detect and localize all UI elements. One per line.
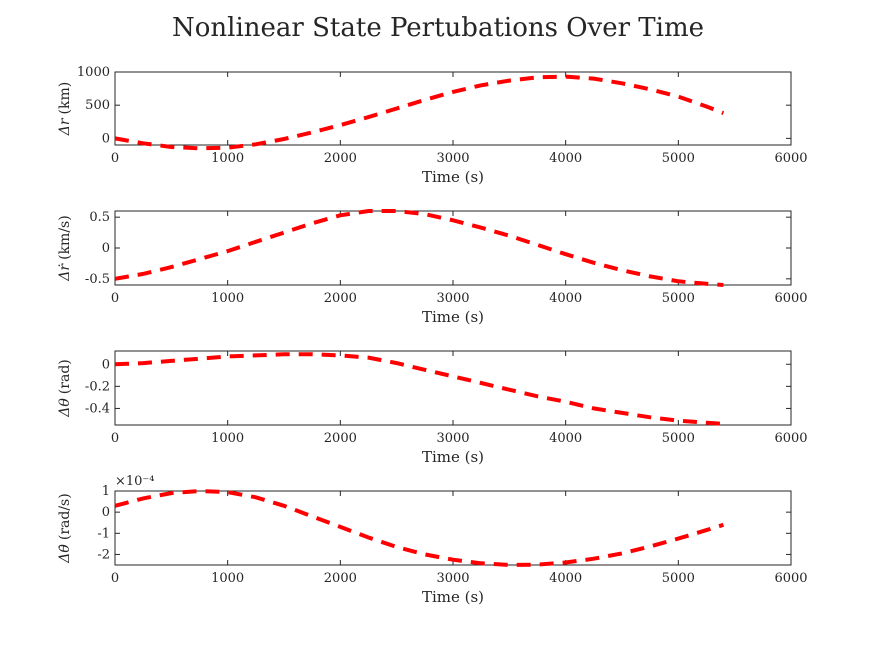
series-line — [114, 209, 724, 287]
x-tick-label: 2000 — [324, 291, 357, 306]
axes-frame — [114, 490, 792, 566]
y-tick-label: -0.4 — [85, 401, 110, 416]
y-tick-label: 0 — [102, 131, 110, 146]
y-tick-label: 0.5 — [89, 210, 110, 225]
y-tick-label: -1 — [97, 526, 110, 541]
y-axis-unit: (km/s) — [57, 215, 73, 260]
subplot-3: 0 1000 2000 3000 4000 5000 6000 -0.4 -0.2 0 Time (… — [57, 350, 808, 466]
series-line — [114, 74, 725, 151]
x-axis-label: Time (s) — [422, 308, 484, 326]
y-tick-label: 1000 — [77, 65, 110, 80]
x-tick-label: 4000 — [549, 571, 582, 586]
x-tick-label: 1000 — [211, 431, 244, 446]
y-axis-symbol: Δṙ — [57, 263, 73, 282]
x-tick-label: 6000 — [774, 151, 807, 166]
x-tick-label: 5000 — [662, 431, 695, 446]
x-axis-label: Time (s) — [422, 588, 484, 606]
x-tick-label: 1000 — [211, 571, 244, 586]
x-tick-label: 2000 — [324, 151, 357, 166]
x-tick-label: 4000 — [549, 151, 582, 166]
y-axis-symbol: Δr — [57, 117, 73, 136]
y-axis-label: Δṙ (km/s) — [57, 215, 73, 281]
y-tick-label: -0.2 — [85, 379, 110, 394]
x-tick-label: 1000 — [211, 151, 244, 166]
y-tick-label: 1 — [102, 484, 110, 499]
x-tick-label: 3000 — [436, 291, 469, 306]
x-tick-label: 0 — [111, 151, 119, 166]
y-tick-label: -0.5 — [85, 272, 110, 287]
x-tick-label: 5000 — [662, 151, 695, 166]
axes-frame — [114, 71, 792, 146]
x-tick-label: 6000 — [774, 571, 807, 586]
x-tick-label: 5000 — [662, 291, 695, 306]
y-axis-label: Δθ (rad) — [57, 359, 73, 417]
y-axis-label: Δθ̇ (rad/s) — [57, 493, 73, 563]
y-axis-label: Δr (km) — [57, 82, 73, 137]
x-tick-label: 4000 — [549, 431, 582, 446]
axes-frame — [114, 350, 792, 426]
chart-title: Nonlinear State Pertubations Over Time — [172, 13, 704, 43]
x-tick-label: 0 — [111, 291, 119, 306]
x-tick-label: 0 — [111, 431, 119, 446]
x-tick-label: 1000 — [211, 291, 244, 306]
x-tick-label: 2000 — [324, 431, 357, 446]
y-tick-label: 0 — [102, 241, 110, 256]
x-tick-label: 4000 — [549, 291, 582, 306]
y-axis-unit: (rad/s) — [57, 493, 73, 540]
y-tick-label: -2 — [97, 547, 110, 562]
y-axis-symbol: Δθ̇ — [57, 544, 73, 564]
x-tick-label: 6000 — [774, 291, 807, 306]
y-tick-label: 0 — [102, 357, 110, 372]
y-axis-unit: (rad) — [57, 359, 73, 394]
y-axis-symbol: Δθ — [57, 398, 73, 418]
x-tick-label: 0 — [111, 571, 119, 586]
subplot-1: 0 1000 2000 3000 4000 5000 6000 0 500 1000 Time (s… — [57, 65, 808, 186]
y-exponent: ×10⁻⁴ — [115, 474, 155, 489]
x-tick-label: 5000 — [662, 571, 695, 586]
x-tick-label: 3000 — [436, 151, 469, 166]
x-tick-label: 3000 — [436, 431, 469, 446]
x-tick-label: 2000 — [324, 571, 357, 586]
x-axis-label: Time (s) — [422, 448, 484, 466]
x-tick-label: 6000 — [774, 431, 807, 446]
y-axis-unit: (km) — [57, 82, 73, 115]
y-tick-label: 0 — [102, 505, 110, 520]
x-axis-label: Time (s) — [422, 168, 484, 186]
x-tick-label: 3000 — [436, 571, 469, 586]
series-line — [114, 352, 724, 426]
subplot-4: 0 1000 2000 3000 4000 5000 6000 -2 -1 0 1 ×10⁻⁴ Time… — [57, 474, 808, 606]
y-tick-label: 500 — [85, 98, 110, 113]
series-line — [114, 488, 724, 568]
